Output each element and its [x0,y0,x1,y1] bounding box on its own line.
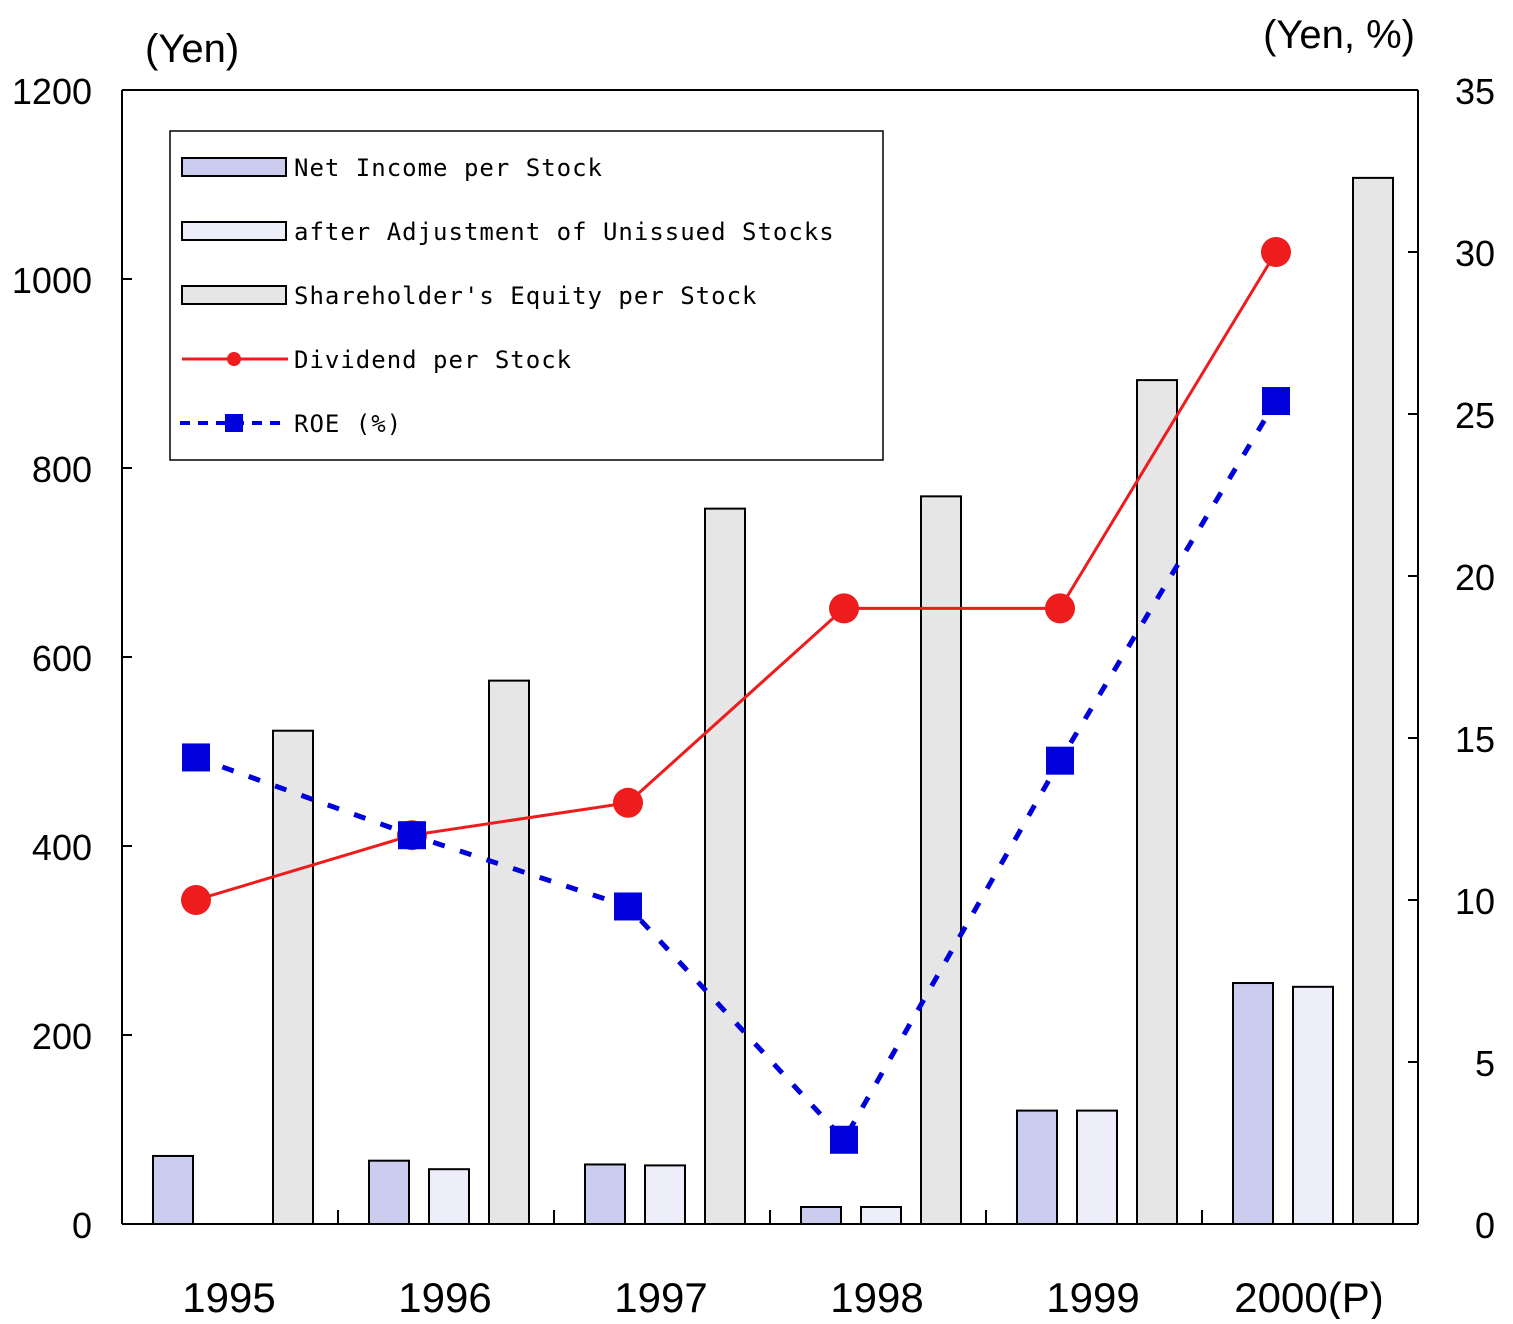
line-dividend-per-stock [195,251,1278,902]
y-right-tick-label: 5 [1475,1043,1495,1084]
bar-net-income-per-stock-4 [1016,1109,1058,1225]
legend-marker-dividend-per-stock [227,352,241,366]
bar-net-income-per-stock-3 [800,1205,842,1225]
bar-after-adjustment-of-unissued-stocks-1 [428,1168,470,1225]
point-dividend-per-stock-4 [1045,593,1075,624]
point-roe-5 [1262,387,1290,416]
point-dividend-per-stock-3 [829,593,859,624]
y-left-tick-label: 200 [32,1016,92,1057]
y-left-tick-label: 1200 [12,71,92,112]
legend-label-roe: ROE (%) [294,410,402,438]
bar-net-income-per-stock-0 [152,1154,194,1225]
y-left-tick-label: 0 [72,1205,92,1246]
x-tick-label: 2000(P) [1234,1274,1383,1319]
legend-label-dividend-per-stock: Dividend per Stock [294,346,572,374]
bar-shareholder-s-equity-per-stock-0 [272,729,314,1226]
bar-shareholder-s-equity-per-stock-5 [1352,176,1394,1225]
bar-after-adjustment-of-unissued-stocks-4 [1076,1109,1118,1225]
legend-label-net-income-per-stock: Net Income per Stock [294,154,603,182]
legend-label-after-adjustment-of-unissued-stocks: after Adjustment of Unissued Stocks [294,218,835,246]
point-roe-1 [398,821,426,850]
point-roe-2 [614,892,642,921]
y-right-tick-label: 0 [1475,1205,1495,1246]
point-dividend-per-stock-0 [181,885,211,915]
bar-after-adjustment-of-unissued-stocks-2 [644,1164,686,1226]
y-left-axis-label: (Yen) [145,27,239,71]
y-left-tick-label: 400 [32,827,92,868]
legend-marker-roe [225,414,243,432]
y-left-tick-label: 800 [32,449,92,490]
y-left-tick-label: 1000 [12,260,92,301]
bar-net-income-per-stock-5 [1232,982,1274,1226]
point-dividend-per-stock-2 [613,787,643,818]
point-dividend-per-stock-5 [1261,237,1291,267]
x-tick-label: 1998 [830,1274,923,1319]
bar-net-income-per-stock-1 [368,1159,410,1226]
x-tick-label: 1996 [398,1274,491,1319]
bar-shareholder-s-equity-per-stock-2 [704,507,746,1225]
point-roe-0 [182,743,210,772]
legend-swatch-after-adjustment-of-unissued-stocks [181,221,287,241]
y-right-tick-label: 35 [1455,71,1495,112]
y-right-tick-label: 15 [1455,719,1495,760]
y-right-tick-label: 25 [1455,395,1495,436]
legend-swatch-shareholder-s-equity-per-stock [181,285,287,305]
x-tick-label: 1995 [182,1274,275,1319]
legend-label-shareholder-s-equity-per-stock: Shareholder's Equity per Stock [294,282,757,310]
bar-shareholder-s-equity-per-stock-1 [488,679,530,1225]
point-roe-3 [830,1125,858,1154]
y-right-tick-label: 10 [1455,881,1495,922]
y-right-tick-label: 20 [1455,557,1495,598]
y-right-tick-label: 30 [1455,233,1495,274]
bar-after-adjustment-of-unissued-stocks-5 [1292,985,1334,1225]
x-tick-label: 1997 [614,1274,707,1319]
bar-net-income-per-stock-2 [584,1163,626,1225]
y-right-axis-label: (Yen, %) [1263,13,1415,57]
bar-after-adjustment-of-unissued-stocks-3 [860,1205,902,1225]
legend-swatch-net-income-per-stock [181,157,287,177]
bar-shareholder-s-equity-per-stock-4 [1136,379,1178,1225]
point-roe-4 [1046,746,1074,775]
legend-box [169,130,884,461]
x-tick-label: 1999 [1046,1274,1139,1319]
y-left-tick-label: 600 [32,638,92,679]
bar-shareholder-s-equity-per-stock-3 [920,495,962,1226]
